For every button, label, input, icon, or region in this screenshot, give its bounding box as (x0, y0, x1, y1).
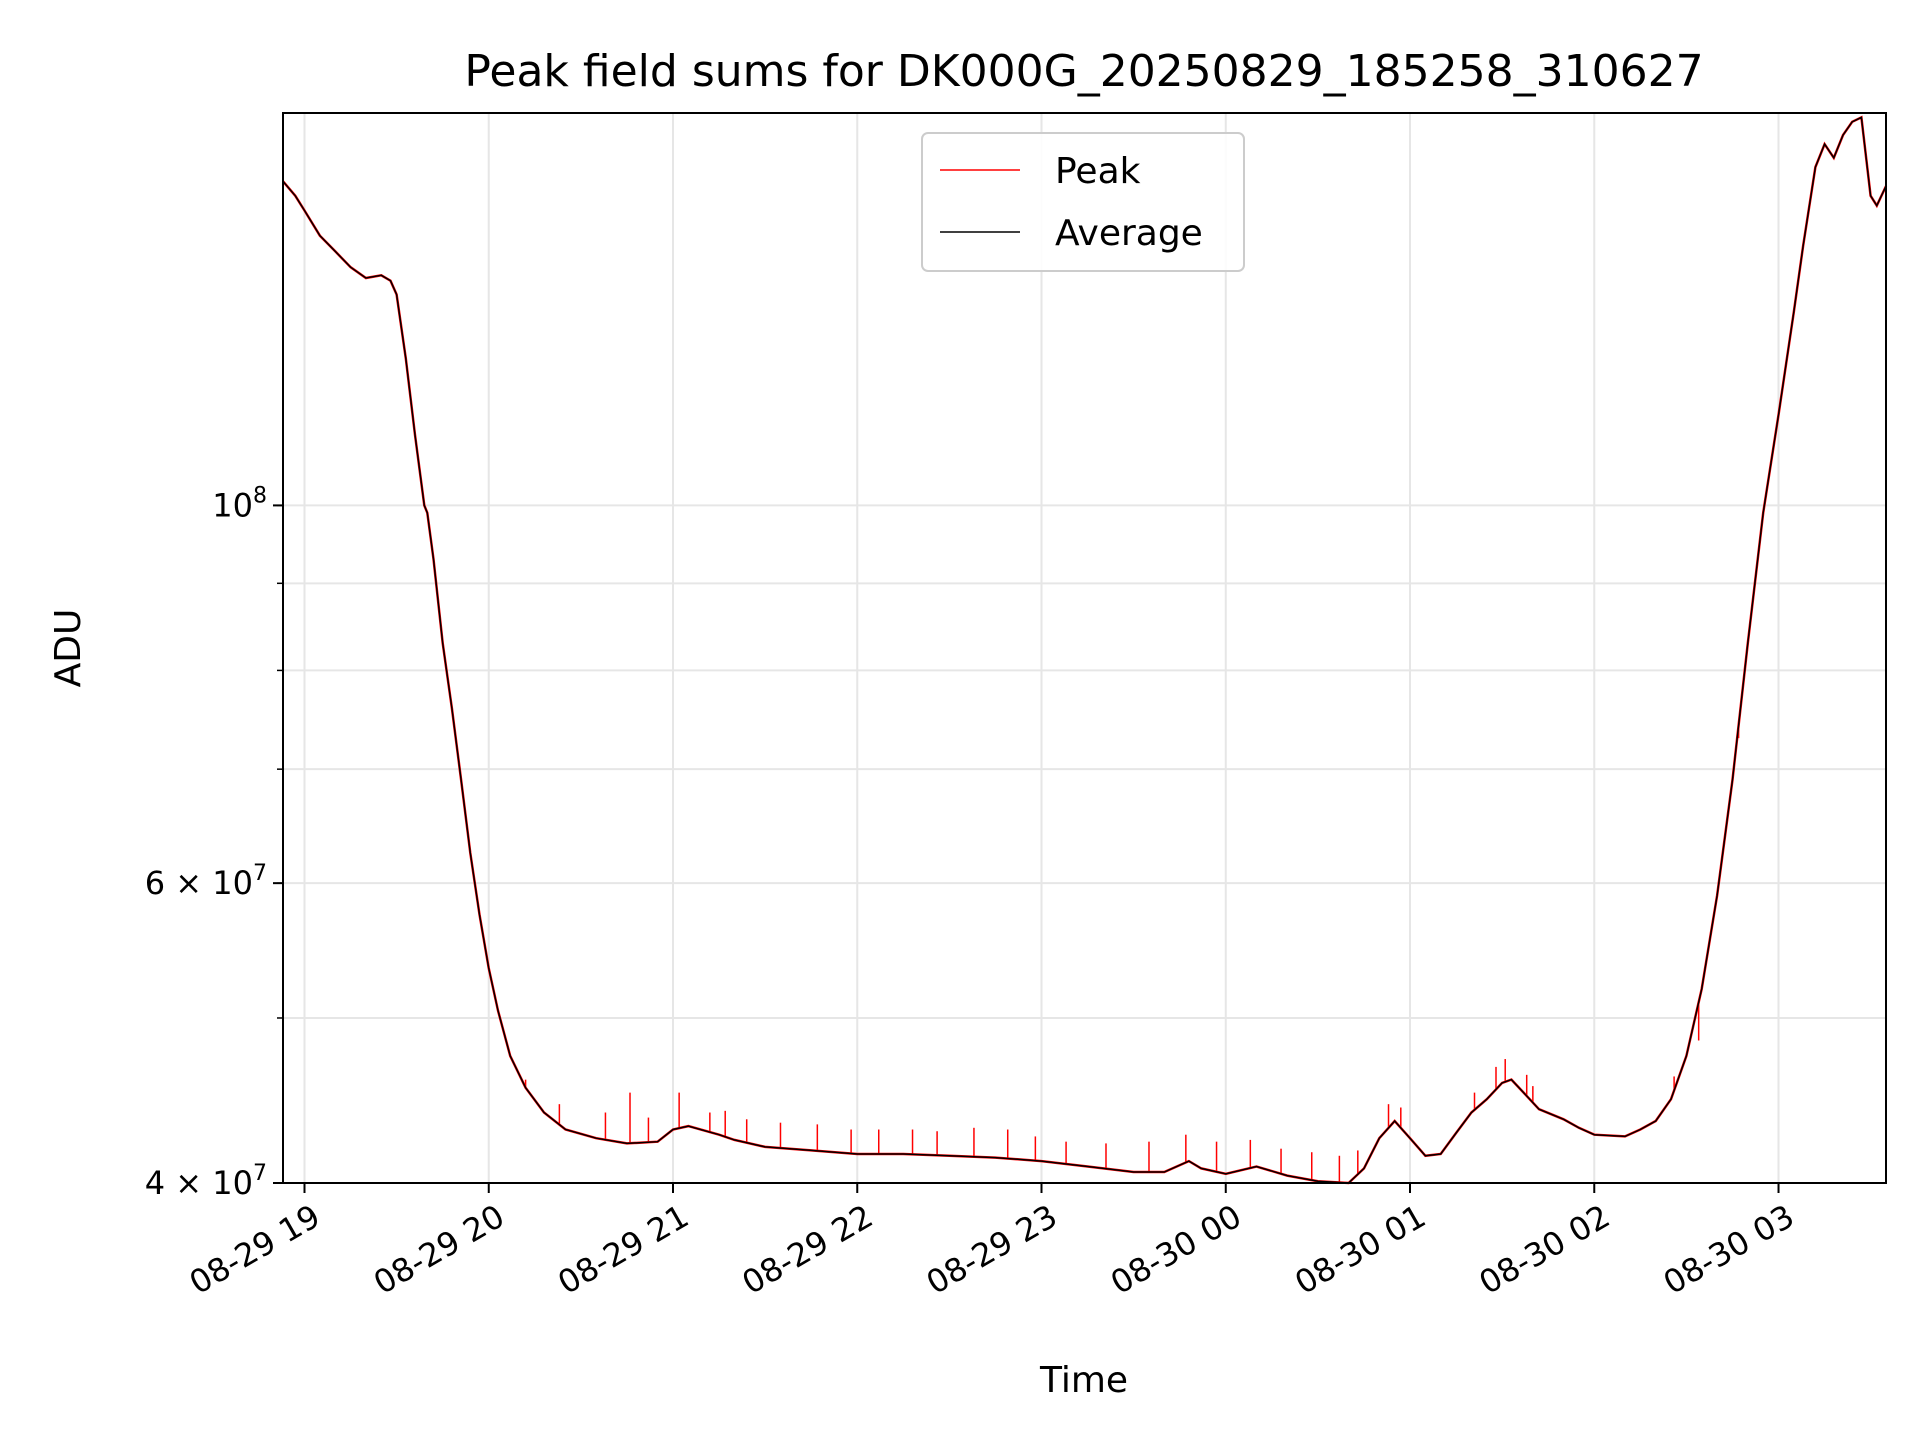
y-ticks: 4 × 107 6 × 107 108 (145, 483, 283, 1202)
chart-title: Peak field sums for DK000G_20250829_1852… (464, 46, 1703, 97)
y-tick-label: 4 × 107 (145, 1161, 267, 1202)
y-tick-label: 108 (212, 483, 267, 524)
series-average-line (282, 116, 1887, 1184)
legend-label-peak: Peak (1055, 151, 1141, 192)
x-axis-label: Time (1039, 1360, 1128, 1401)
axes-frame (282, 112, 1887, 1184)
y-tick-label: 6 × 107 (145, 861, 267, 902)
y-axis-label: ADU (48, 609, 89, 688)
plot-lines (282, 115, 1888, 1185)
legend-label-average: Average (1055, 213, 1203, 254)
legend: Peak Average (921, 132, 1245, 272)
legend-box (921, 132, 1245, 272)
